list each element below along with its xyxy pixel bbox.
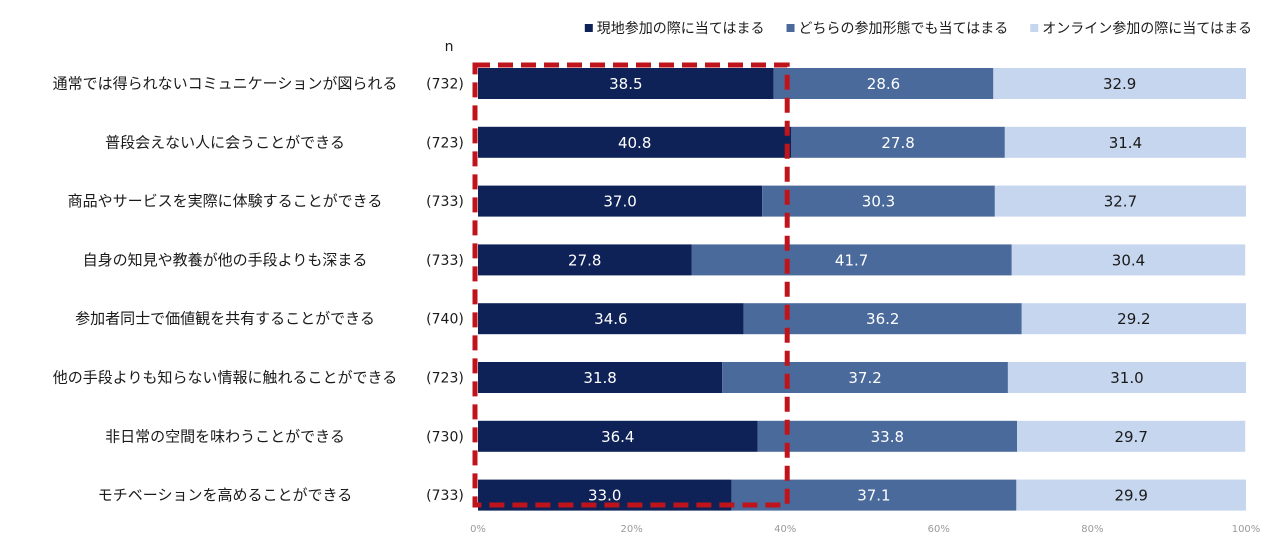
data-label: 32.9 [1103, 75, 1136, 93]
bar-segment [994, 185, 1246, 217]
data-label: 31.4 [1109, 134, 1142, 152]
x-tick-label: 20% [620, 524, 642, 535]
bar-row: 商品やサービスを実際に体験することができる (733) 37.0 30.3 32.7 [68, 185, 1246, 217]
bar-segment [762, 185, 995, 217]
bar-row: 自身の知見や教養が他の手段よりも深まる (733) 27.8 41.7 30.4 [83, 244, 1246, 276]
bar-segment [773, 68, 994, 99]
sample-size-label: (730) [426, 429, 464, 445]
data-label: 29.7 [1114, 428, 1147, 446]
bar-segment [478, 126, 792, 158]
bar-segment [1017, 420, 1246, 452]
n-header: n [445, 39, 454, 55]
bar-row: 非日常の空間を味わうことができる (730) 36.4 33.8 29.7 [105, 420, 1246, 452]
bar-segment [1021, 303, 1246, 335]
legend: オンライン参加の際に当てはまる どちらの参加形態でも当てはまる 現地参加の際に当ては… [584, 20, 1252, 37]
x-axis-ticks: 0% 20% 40% 60% 80% 100% [470, 524, 1260, 535]
bar-segment [1016, 479, 1246, 511]
data-label: 32.7 [1104, 193, 1137, 211]
data-label: 34.6 [594, 310, 627, 328]
sample-size-label: (723) [426, 371, 464, 387]
sample-size-label: (733) [426, 488, 464, 504]
bar-segment [478, 420, 758, 452]
bar-segment [791, 126, 1005, 158]
category-label: モチベーションを高めることができる [98, 486, 352, 504]
bar-segment [478, 68, 774, 99]
sample-size-label: (733) [426, 194, 464, 210]
category-label: 参加者同士で価値観を共有することができる [75, 310, 375, 328]
bar-segment [478, 362, 723, 393]
bar-segment [478, 244, 692, 276]
data-label: 29.9 [1114, 487, 1147, 505]
legend-label: どちらの参加形態でも当てはまる [799, 20, 1009, 37]
bar-segment [757, 420, 1018, 452]
bar-segment [1011, 244, 1246, 276]
bar-segment [993, 68, 1246, 99]
category-label: 非日常の空間を味わうことができる [105, 427, 345, 445]
chart-rows: 通常では得られないコミュニケーションが図られる (732) 38.5 28.6 32.9… [53, 68, 1246, 511]
bar-segment [478, 185, 763, 217]
data-label: 33.0 [588, 487, 621, 505]
data-label: 36.4 [601, 428, 634, 446]
data-label: 31.8 [583, 369, 616, 387]
sample-size-label: (733) [426, 253, 464, 269]
category-label: 自身の知見や教養が他の手段よりも深まる [83, 251, 368, 269]
bar-row: 他の手段よりも知らない情報に触れることができる (723) 31.8 37.2 31.0 [53, 362, 1246, 393]
data-label: 37.2 [848, 369, 881, 387]
bar-segment [1007, 362, 1246, 393]
data-label: 38.5 [609, 75, 642, 93]
x-tick-label: 60% [928, 524, 950, 535]
legend-swatch [584, 24, 593, 32]
data-label: 41.7 [835, 251, 868, 269]
legend-label: オンライン参加の際に当てはまる [1042, 20, 1252, 37]
data-label: 33.8 [871, 428, 904, 446]
data-label: 37.0 [603, 193, 636, 211]
data-label: 30.3 [862, 193, 895, 211]
legend-swatch [786, 24, 795, 32]
category-label: 他の手段よりも知らない情報に触れることができる [53, 369, 397, 387]
data-label: 40.8 [618, 134, 651, 152]
data-label: 29.2 [1117, 310, 1150, 328]
data-label: 36.2 [866, 310, 899, 328]
x-tick-label: 0% [470, 524, 486, 535]
bar-segment [478, 303, 744, 335]
data-label: 27.8 [568, 251, 601, 269]
category-label: 通常では得られないコミュニケーションが図られる [53, 75, 398, 93]
legend-swatch [1030, 24, 1039, 32]
data-label: 27.8 [881, 134, 914, 152]
bar-row: 通常では得られないコミュニケーションが図られる (732) 38.5 28.6 32.9 [53, 68, 1246, 99]
x-tick-label: 100% [1232, 524, 1261, 535]
data-label: 37.1 [857, 487, 890, 505]
bar-row: 普段会えない人に会うことができる (723) 40.8 27.8 31.4 [105, 126, 1246, 158]
sample-size-label: (723) [426, 135, 464, 151]
category-label: 普段会えない人に会うことができる [105, 133, 345, 151]
bar-segment [691, 244, 1012, 276]
bar-segment [1004, 126, 1246, 158]
bar-row: モチベーションを高めることができる (733) 33.0 37.1 29.9 [98, 479, 1246, 511]
x-tick-label: 80% [1081, 524, 1103, 535]
sample-size-label: (740) [426, 312, 464, 328]
data-label: 28.6 [867, 75, 900, 93]
highlight-box [472, 62, 790, 508]
bar-segment [743, 303, 1022, 335]
legend-label: 現地参加の際に当てはまる [597, 20, 765, 37]
x-tick-label: 40% [774, 524, 796, 535]
data-label: 31.0 [1110, 369, 1143, 387]
sample-size-label: (732) [426, 77, 464, 93]
bar-row: 参加者同士で価値観を共有することができる (740) 34.6 36.2 29.2 [75, 303, 1246, 335]
data-label: 30.4 [1112, 251, 1145, 269]
bar-segment [722, 362, 1008, 393]
category-label: 商品やサービスを実際に体験することができる [68, 192, 383, 210]
